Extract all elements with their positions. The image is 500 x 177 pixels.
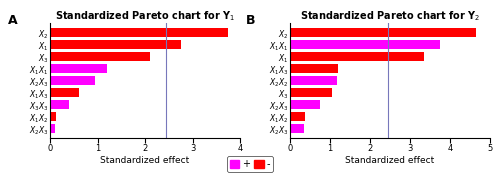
Bar	[50, 100, 69, 109]
Bar	[50, 112, 56, 121]
Bar	[50, 124, 55, 133]
Bar	[290, 28, 476, 37]
Bar	[290, 88, 332, 97]
Legend: +, -: +, -	[227, 156, 273, 172]
X-axis label: Standardized effect: Standardized effect	[346, 156, 434, 165]
Bar	[290, 64, 338, 73]
Bar	[50, 40, 180, 49]
Text: B: B	[246, 14, 256, 27]
Bar	[50, 76, 95, 85]
Bar	[290, 52, 424, 61]
Bar	[290, 124, 304, 133]
Bar	[50, 52, 150, 61]
Text: A: A	[8, 14, 18, 27]
Bar	[290, 76, 337, 85]
Bar	[290, 112, 305, 121]
Title: Standardized Pareto chart for Y$_2$: Standardized Pareto chart for Y$_2$	[300, 9, 480, 23]
Bar	[290, 40, 440, 49]
Bar	[50, 88, 78, 97]
Title: Standardized Pareto chart for Y$_1$: Standardized Pareto chart for Y$_1$	[54, 9, 236, 23]
Bar	[50, 64, 107, 73]
Bar	[290, 100, 320, 109]
Bar	[50, 28, 228, 37]
X-axis label: Standardized effect: Standardized effect	[100, 156, 190, 165]
